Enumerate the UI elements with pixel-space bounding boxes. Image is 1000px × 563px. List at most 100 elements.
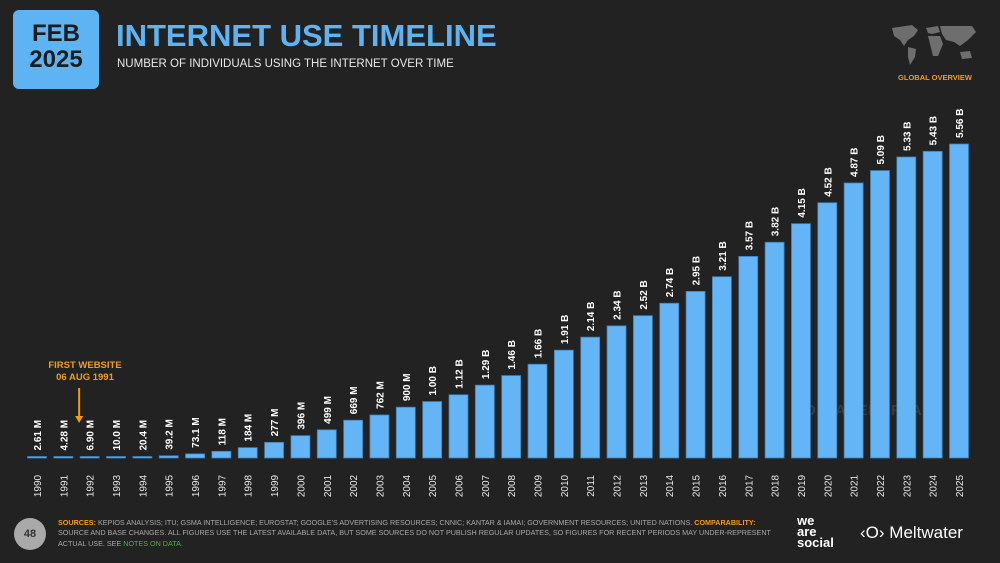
data-label-1998: 184 M: [244, 414, 255, 442]
x-tick-1993: 1993: [112, 474, 123, 497]
bar-2005: [422, 401, 443, 459]
meltwater-text: Meltwater: [889, 523, 963, 542]
data-label-2024: 5.43 B: [929, 116, 940, 145]
x-tick-2024: 2024: [929, 474, 940, 497]
bar-2014: [659, 302, 680, 459]
data-label-2009: 1.66 B: [534, 329, 545, 358]
bar-1992: [79, 456, 100, 459]
x-tick-1999: 1999: [270, 474, 281, 497]
data-label-2007: 1.29 B: [481, 350, 492, 379]
meltwater-logo: ‹O› Meltwater: [860, 523, 963, 543]
date-month: FEB: [32, 20, 80, 47]
x-tick-2000: 2000: [296, 474, 307, 497]
x-tick-1995: 1995: [165, 474, 176, 497]
bar-1991: [53, 456, 74, 459]
page-title: INTERNET USE TIMELINE: [116, 18, 497, 53]
bar-2013: [632, 315, 653, 459]
data-label-2002: 669 M: [349, 386, 360, 414]
x-tick-2021: 2021: [850, 474, 861, 497]
data-label-2015: 2.95 B: [692, 256, 703, 285]
x-tick-1991: 1991: [59, 474, 70, 497]
sources-note: SOURCES: KEPIOS ANALYSIS; ITU; GSMA INTE…: [58, 518, 778, 549]
data-label-1999: 277 M: [270, 409, 281, 437]
bar-2001: [316, 429, 337, 459]
x-tick-2020: 2020: [823, 474, 834, 497]
section-label: GLOBAL OVERVIEW: [898, 73, 972, 82]
x-tick-1992: 1992: [86, 474, 97, 497]
bar-2017: [738, 255, 759, 459]
data-label-1996: 73.1 M: [191, 417, 202, 448]
x-tick-2012: 2012: [613, 474, 624, 497]
data-label-2014: 2.74 B: [665, 268, 676, 297]
bar-1995: [158, 455, 179, 459]
first-website-annotation: FIRST WEBSITE 06 AUG 1991: [40, 360, 130, 384]
bar-chart: 2.61 M 1990 4.28 M 1991 6.90 M 1992 10.0 M 1993…: [27, 109, 969, 497]
x-tick-2007: 2007: [481, 474, 492, 497]
bar-1993: [106, 456, 126, 459]
data-label-2001: 499 M: [323, 396, 334, 424]
data-label-2016: 3.21 B: [718, 241, 729, 270]
bar-2020: [817, 202, 838, 459]
bar-2009: [527, 363, 548, 459]
x-tick-2006: 2006: [454, 474, 465, 497]
annotation-line-2: 06 AUG 1991: [56, 372, 114, 383]
bar-2006: [448, 394, 469, 459]
bar-2008: [501, 375, 522, 459]
bar-1996: [185, 453, 205, 459]
bar-2007: [474, 384, 495, 459]
world-map-icon: [892, 25, 976, 65]
x-tick-2015: 2015: [692, 474, 703, 497]
bar-1998: [237, 447, 258, 459]
sources-label: SOURCES:: [58, 518, 96, 527]
x-tick-2011: 2011: [586, 475, 597, 497]
data-label-1997: 118 M: [217, 418, 228, 445]
page-number: 48: [14, 518, 46, 550]
bar-1994: [132, 456, 153, 459]
we-are-social-logo: we are social: [797, 513, 834, 550]
x-tick-2001: 2001: [323, 474, 334, 497]
bar-2025: [949, 143, 969, 459]
bar-2000: [290, 435, 311, 459]
bar-2002: [343, 419, 364, 459]
bar-2015: [685, 290, 706, 459]
data-label-1990: 2.61 M: [33, 420, 44, 451]
bar-2022: [870, 170, 890, 459]
x-tick-2018: 2018: [771, 474, 782, 497]
meltwater-icon: ‹O›: [860, 523, 885, 542]
x-tick-2023: 2023: [902, 474, 913, 497]
x-tick-1994: 1994: [138, 474, 149, 497]
comparability-text: SOURCE AND BASE CHANGES. ALL FIGURES USE…: [58, 528, 771, 548]
data-label-1993: 10.0 M: [112, 420, 123, 451]
data-label-2000: 396 M: [296, 402, 307, 430]
x-tick-2014: 2014: [665, 474, 676, 497]
data-label-2025: 5.56 B: [955, 109, 966, 138]
bar-2003: [369, 414, 390, 459]
data-label-1991: 4.28 M: [59, 420, 70, 451]
date-year: 2025: [29, 46, 83, 73]
data-label-2019: 4.15 B: [797, 188, 808, 217]
bar-1999: [264, 441, 284, 459]
notes-on-data-link[interactable]: NOTES ON DATA.: [123, 538, 183, 548]
x-tick-2017: 2017: [744, 474, 755, 497]
data-label-2022: 5.09 B: [876, 135, 887, 164]
bar-2011: [580, 336, 601, 459]
x-tick-2016: 2016: [718, 474, 729, 497]
x-tick-2005: 2005: [428, 474, 439, 497]
x-tick-2022: 2022: [876, 474, 887, 497]
x-tick-1996: 1996: [191, 474, 202, 497]
data-label-1992: 6.90 M: [86, 420, 97, 451]
data-label-2013: 2.52 B: [639, 280, 650, 309]
data-label-2006: 1.12 B: [454, 359, 465, 388]
bar-2021: [843, 182, 864, 459]
bar-1990: [27, 456, 47, 459]
data-label-1994: 20.4 M: [138, 420, 149, 451]
bar-2024: [922, 150, 943, 459]
data-label-2021: 4.87 B: [850, 147, 861, 176]
data-label-2023: 5.33 B: [902, 122, 913, 151]
x-tick-1998: 1998: [244, 474, 255, 497]
comparability-label: COMPARABILITY:: [694, 518, 756, 527]
data-label-2011: 2.14 B: [586, 302, 597, 331]
bar-2012: [606, 325, 627, 459]
x-tick-1997: 1997: [217, 474, 228, 497]
annotation-line-1: FIRST WEBSITE: [48, 360, 122, 371]
